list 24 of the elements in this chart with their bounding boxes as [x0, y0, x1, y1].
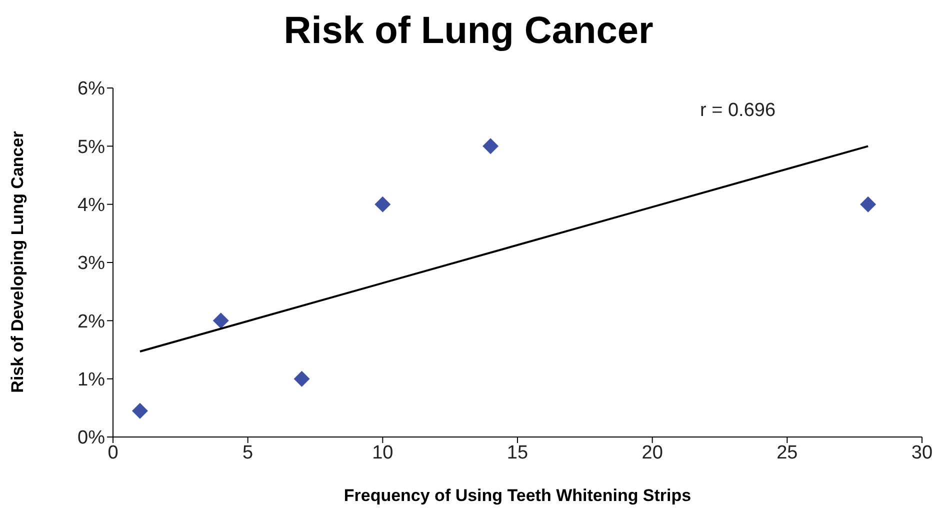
point	[212, 312, 229, 329]
chart-title: Risk of Lung Cancer	[282, 10, 654, 53]
y-tick-label: 4%	[78, 195, 106, 216]
y-tick-label: 6%	[78, 78, 106, 100]
x-tick-label: 10	[372, 442, 394, 464]
point	[294, 370, 310, 387]
point	[132, 402, 148, 419]
y-tick-label: 5%	[78, 136, 106, 158]
point	[860, 196, 876, 212]
x-tick-label: 0	[108, 442, 118, 464]
point	[482, 138, 499, 154]
y-tick-label: 3%	[78, 253, 106, 274]
x-tick-label: 5	[242, 442, 254, 464]
y-tick-label: 1%	[78, 370, 106, 391]
x-tick-label: 25	[776, 442, 798, 464]
annotation: r = 0.696	[700, 100, 776, 122]
point	[374, 196, 391, 212]
y-tick-label: 2%	[78, 311, 106, 332]
x-tick-label: 15	[506, 442, 528, 464]
x-axis-title: Frequency of Using Teeth Whitening Strips	[342, 486, 692, 506]
x-tick-label: 30	[911, 442, 933, 464]
y-axis-title: Risk of Developing Lung Cancer	[8, 131, 28, 393]
y-tick-label: 0%	[78, 428, 106, 449]
x-tick-label: 20	[642, 442, 663, 464]
